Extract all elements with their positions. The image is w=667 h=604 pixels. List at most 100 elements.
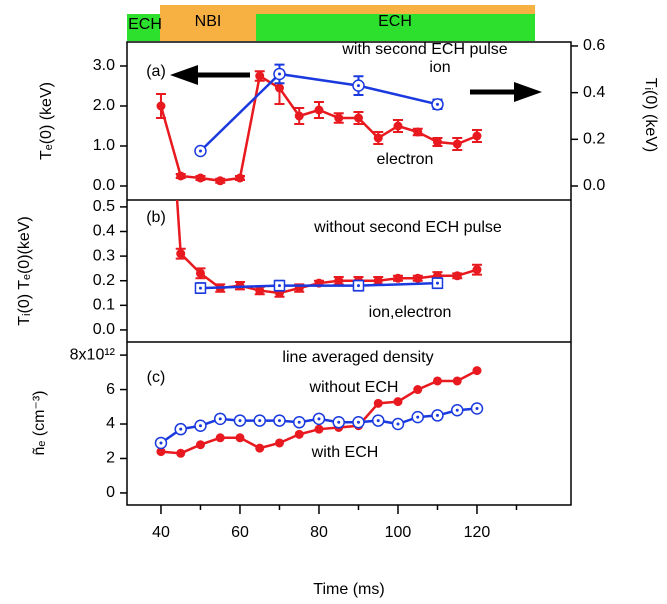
marker-dot xyxy=(277,72,281,76)
marker xyxy=(235,433,245,443)
phase-band xyxy=(127,14,160,41)
marker-dot xyxy=(258,419,262,423)
marker xyxy=(255,286,265,296)
marker xyxy=(156,101,166,111)
marker-dot xyxy=(356,284,360,288)
marker xyxy=(314,105,324,115)
y-tick-label: 0 xyxy=(106,484,115,501)
plot-area xyxy=(154,366,484,458)
marker-dot xyxy=(198,424,202,428)
marker xyxy=(274,83,284,93)
y-tick-label: 8x10¹² xyxy=(70,346,116,363)
arrow-left xyxy=(170,65,250,85)
x-tick-label: 60 xyxy=(231,524,249,541)
marker xyxy=(472,131,482,141)
marker-dot xyxy=(179,427,183,431)
marker xyxy=(413,127,423,137)
marker xyxy=(413,273,423,283)
series-line xyxy=(200,281,438,290)
marker-dot xyxy=(159,441,163,445)
y2-tick-label: 0.2 xyxy=(583,131,605,148)
marker-dot xyxy=(356,420,360,424)
annotation: (c) xyxy=(147,369,166,386)
plot-area xyxy=(155,63,482,186)
marker xyxy=(294,111,304,121)
marker-dot xyxy=(297,420,301,424)
y-tick-label: 1.0 xyxy=(93,137,115,154)
marker xyxy=(393,273,403,283)
x-axis-title: Time (ms) xyxy=(313,581,384,598)
y2-tick-label: 0.0 xyxy=(583,177,605,194)
marker xyxy=(373,398,383,408)
x-tick-label: 120 xyxy=(464,524,491,541)
y-axis-title: ñₑ (cm⁻³) xyxy=(31,390,48,455)
marker xyxy=(432,376,442,386)
y-tick-label: 0.4 xyxy=(93,223,115,240)
x-tick-label: 100 xyxy=(385,524,412,541)
plot-area xyxy=(175,200,482,298)
marker xyxy=(314,424,324,434)
marker xyxy=(294,429,304,439)
marker xyxy=(235,173,245,183)
marker xyxy=(215,433,225,443)
y2-axis-title: Tᵢ(0) (keV) xyxy=(642,78,659,153)
annotation: without second ECH pulse xyxy=(313,219,502,236)
marker xyxy=(176,249,186,259)
marker xyxy=(452,376,462,386)
marker xyxy=(452,139,462,149)
x-tick-label: 80 xyxy=(310,524,328,541)
marker-dot xyxy=(198,149,202,153)
y-tick-label: 0.5 xyxy=(93,198,115,215)
marker xyxy=(195,173,205,183)
annotation: (a) xyxy=(146,63,166,80)
marker xyxy=(156,447,166,457)
y2-tick-label: 0.6 xyxy=(583,37,605,54)
marker xyxy=(176,448,186,458)
marker xyxy=(472,366,482,376)
marker-dot xyxy=(277,419,281,423)
marker xyxy=(255,443,265,453)
y-tick-label: 0.0 xyxy=(93,321,115,338)
marker xyxy=(274,438,284,448)
y-tick-label: 0.2 xyxy=(93,272,115,289)
y-tick-label: 0.1 xyxy=(93,297,115,314)
marker xyxy=(452,271,462,281)
y-tick-label: 4 xyxy=(106,415,115,432)
phase-label: ECH xyxy=(128,16,162,33)
arrow-right xyxy=(470,82,542,102)
marker xyxy=(334,276,344,286)
y-axis-title: Tᵢ(0) Tₑ(0)(keV) xyxy=(16,216,33,326)
marker xyxy=(195,268,205,278)
annotation: ion xyxy=(429,59,450,76)
marker xyxy=(215,176,225,186)
frame xyxy=(126,41,572,506)
annotation: (b) xyxy=(146,209,166,226)
marker-dot xyxy=(337,420,341,424)
marker-dot xyxy=(198,286,202,290)
marker xyxy=(393,121,403,131)
marker xyxy=(373,133,383,143)
marker-dot xyxy=(218,417,222,421)
marker-dot xyxy=(356,84,360,88)
marker xyxy=(472,265,482,275)
marker-dot xyxy=(416,415,420,419)
marker-dot xyxy=(277,284,281,288)
annotation: electron xyxy=(377,151,434,168)
marker xyxy=(195,440,205,450)
x-tick-label: 40 xyxy=(152,524,170,541)
marker-dot xyxy=(455,408,459,412)
y-tick-label: 3.0 xyxy=(93,57,115,74)
marker-dot xyxy=(435,413,439,417)
y-tick-label: 2 xyxy=(106,450,115,467)
annotation: ion,electron xyxy=(369,304,452,321)
y-axis-title: Tₑ(0) (keV) xyxy=(38,82,55,160)
marker xyxy=(353,113,363,123)
annotation: with ECH xyxy=(311,444,379,461)
phase-band xyxy=(256,14,535,41)
marker-dot xyxy=(435,102,439,106)
marker-dot xyxy=(317,417,321,421)
marker xyxy=(334,113,344,123)
marker xyxy=(432,137,442,147)
